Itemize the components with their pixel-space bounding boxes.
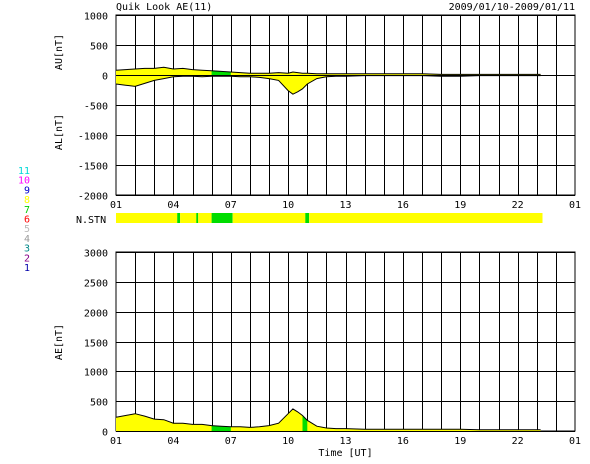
station-legend-item: 10 — [18, 176, 30, 187]
station-segment — [211, 213, 233, 223]
au-al-xtick-label: 10 — [282, 200, 294, 211]
station-segment — [116, 213, 178, 223]
au-al-ytick-label: -1500 — [78, 162, 108, 173]
station-legend-item: 3 — [24, 244, 30, 255]
au-al-xtick-label: 04 — [167, 200, 179, 211]
x-axis-label: Time [UT] — [318, 448, 372, 459]
ae-ytick-label: 3000 — [84, 249, 108, 260]
station-segment — [177, 213, 181, 223]
al-series-fill — [116, 75, 541, 95]
au-al-ytick-label: -500 — [84, 102, 108, 113]
au-al-xtick-label: 22 — [512, 200, 524, 211]
ae-xtick-label: 01 — [569, 436, 581, 447]
au-axis-label: AU[nT] — [54, 34, 65, 70]
station-legend-item: 5 — [24, 224, 30, 235]
station-segment — [180, 213, 197, 223]
ae-xtick-label: 10 — [282, 436, 294, 447]
ae-series-fill — [116, 408, 541, 431]
ae-xtick-label: 01 — [110, 436, 122, 447]
ae-xtick-label: 13 — [339, 436, 351, 447]
station-legend-item: 6 — [24, 215, 30, 226]
station-segment — [305, 213, 310, 223]
ae-series-line — [115, 408, 541, 431]
ae-xtick-label: 04 — [167, 436, 179, 447]
station-legend-item: 8 — [24, 195, 30, 206]
station-bar-label: N.STN — [76, 215, 106, 226]
ae-ytick-label: 2000 — [84, 309, 108, 320]
station-count-bar: N.STN — [76, 213, 543, 226]
au-series-line — [115, 66, 541, 75]
ae-xtick-label: 22 — [512, 436, 524, 447]
station-legend-item: 9 — [24, 185, 30, 196]
station-segment — [196, 213, 199, 223]
ae-xtick-label: 07 — [225, 436, 237, 447]
station-segment — [198, 213, 212, 223]
station-legend-item: 7 — [24, 205, 30, 216]
ae-frame — [115, 251, 576, 432]
station-segment — [232, 213, 306, 223]
ae-xtick-label: 16 — [397, 436, 409, 447]
au-al-ytick-label: 0 — [102, 72, 108, 83]
station-legend-item: 1 — [24, 263, 30, 274]
au-al-ytick-label: 1000 — [84, 12, 108, 23]
au-al-xtick-label: 13 — [339, 200, 351, 211]
au-al-xtick-label: 19 — [454, 200, 466, 211]
au-al-ytick-label: -2000 — [78, 192, 108, 203]
au-al-xtick-label: 01 — [569, 200, 581, 211]
ae-xtick-label: 19 — [454, 436, 466, 447]
date-range: 2009/01/10-2009/01/11 — [449, 2, 575, 13]
ae-ytick-label: 0 — [102, 428, 108, 439]
ae-ytick-label: 2500 — [84, 279, 108, 290]
station-legend-item: 4 — [24, 234, 30, 245]
au-al-xtick-label: 16 — [397, 200, 409, 211]
ae-ytick-label: 500 — [90, 398, 108, 409]
station-legend-item: 11 — [18, 166, 30, 177]
al-axis-label: AL[nT] — [54, 114, 65, 150]
figure-title: Quik Look AE(11) — [116, 2, 212, 13]
station-segment — [309, 213, 543, 223]
ae-ytick-label: 1000 — [84, 368, 108, 379]
au-al-xtick-label: 07 — [225, 200, 237, 211]
station-legend-item: 2 — [24, 253, 30, 264]
au-al-xtick-label: 01 — [110, 200, 122, 211]
au-al-ytick-label: 500 — [90, 42, 108, 53]
ae-axis-label: AE[nT] — [54, 324, 65, 360]
ae-ytick-label: 1500 — [84, 339, 108, 350]
au-al-ytick-label: -1000 — [78, 132, 108, 143]
